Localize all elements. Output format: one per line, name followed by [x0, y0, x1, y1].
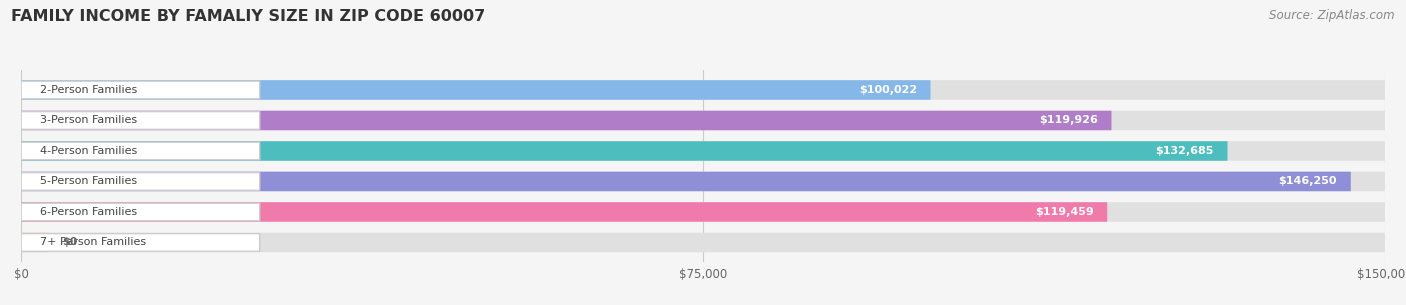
FancyBboxPatch shape — [21, 234, 260, 251]
FancyBboxPatch shape — [21, 233, 1385, 252]
Text: $146,250: $146,250 — [1278, 177, 1337, 186]
FancyBboxPatch shape — [21, 172, 1351, 191]
Text: $119,926: $119,926 — [1039, 116, 1098, 125]
FancyBboxPatch shape — [21, 80, 1385, 100]
FancyBboxPatch shape — [21, 111, 1112, 130]
FancyBboxPatch shape — [21, 141, 1385, 161]
FancyBboxPatch shape — [21, 112, 260, 129]
Text: 4-Person Families: 4-Person Families — [41, 146, 138, 156]
FancyBboxPatch shape — [21, 202, 1107, 222]
Text: FAMILY INCOME BY FAMALIY SIZE IN ZIP CODE 60007: FAMILY INCOME BY FAMALIY SIZE IN ZIP COD… — [11, 9, 485, 24]
FancyBboxPatch shape — [21, 111, 1385, 130]
FancyBboxPatch shape — [21, 141, 1227, 161]
Text: 6-Person Families: 6-Person Families — [41, 207, 138, 217]
Text: $0: $0 — [62, 238, 77, 247]
FancyBboxPatch shape — [21, 202, 1385, 222]
FancyBboxPatch shape — [21, 233, 48, 252]
Text: Source: ZipAtlas.com: Source: ZipAtlas.com — [1270, 9, 1395, 22]
Text: 3-Person Families: 3-Person Families — [41, 116, 138, 125]
Text: $100,022: $100,022 — [859, 85, 917, 95]
FancyBboxPatch shape — [21, 172, 1385, 191]
FancyBboxPatch shape — [21, 142, 260, 160]
FancyBboxPatch shape — [21, 80, 931, 100]
Text: 2-Person Families: 2-Person Families — [41, 85, 138, 95]
Text: 7+ Person Families: 7+ Person Families — [41, 238, 146, 247]
Text: $132,685: $132,685 — [1156, 146, 1213, 156]
FancyBboxPatch shape — [21, 203, 260, 221]
Text: 5-Person Families: 5-Person Families — [41, 177, 138, 186]
FancyBboxPatch shape — [21, 173, 260, 190]
FancyBboxPatch shape — [21, 81, 260, 99]
Text: $119,459: $119,459 — [1035, 207, 1094, 217]
